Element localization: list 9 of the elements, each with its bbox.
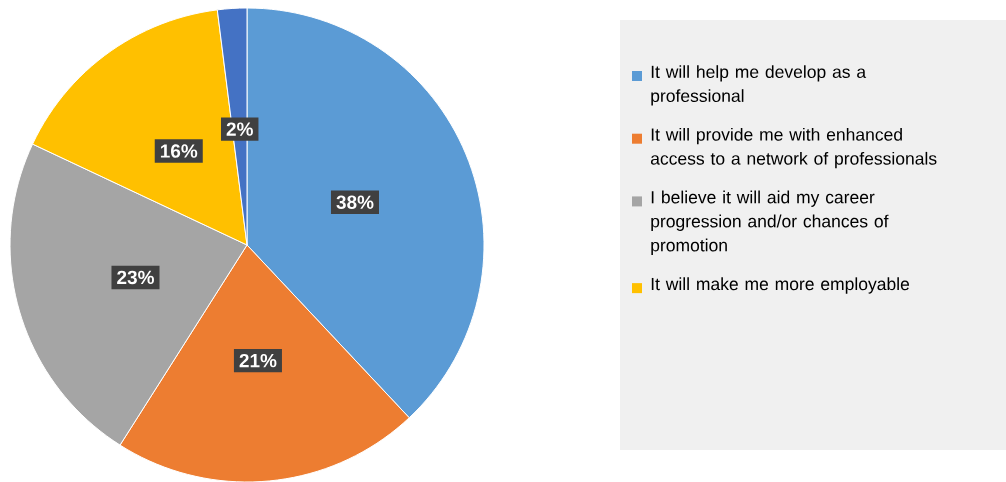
data-label: 38% [336,195,374,209]
data-label: 16% [160,144,198,158]
legend-label: It will help me develop as a professional [651,64,867,106]
legend-label: I believe it will aid my career progression and/or chances of promotion [651,190,889,255]
data-label: 21% [239,353,277,368]
legend-label: It will make me more employable [651,277,910,294]
data-label: 2% [226,122,253,136]
data-label: 23% [117,270,154,284]
legend-label: It will provide me with enhanced access to a network of professionals [650,127,937,168]
